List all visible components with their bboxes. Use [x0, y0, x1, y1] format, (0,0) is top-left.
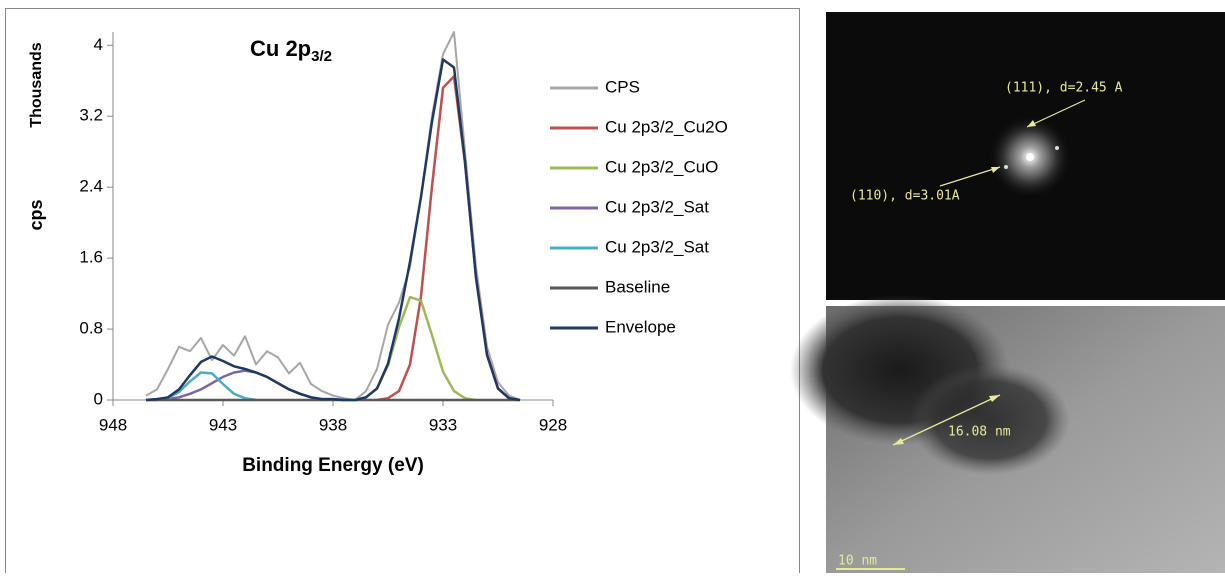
y-tick-label: 0.8	[79, 319, 103, 338]
y-tick-label: 0	[94, 389, 103, 408]
y-tick-label: 3.2	[79, 106, 103, 125]
title-subscript: 3/2	[311, 48, 332, 65]
arrow-head	[991, 167, 1000, 173]
arrow	[939, 166, 1001, 187]
fft-spot	[1004, 165, 1008, 169]
fft-spot	[1055, 146, 1059, 150]
measure-label: 16.08 nm	[948, 425, 1011, 440]
tem-panel: 16.08 nm 10 nm	[790, 295, 1225, 573]
y-tick-label: 1.6	[79, 248, 103, 267]
y-tick-label: 4	[94, 35, 103, 54]
series-line	[145, 31, 521, 401]
x-tick-label: 933	[429, 415, 457, 434]
chart-title: Cu 2p3/2	[250, 36, 332, 65]
x-tick-label: 948	[99, 415, 127, 434]
arrow-head	[1027, 120, 1036, 127]
x-tick-label: 938	[319, 415, 347, 434]
x-tick-label: 943	[209, 415, 237, 434]
y-axis-label: cps	[26, 199, 46, 230]
legend-label: Cu 2p3/2_Sat	[605, 197, 709, 216]
legend-label: Baseline	[605, 277, 670, 296]
legend-label: Cu 2p3/2_CuO	[605, 157, 718, 176]
x-tick-label: 928	[539, 415, 567, 434]
legend-label: Envelope	[605, 317, 676, 336]
measure-line	[892, 394, 1001, 446]
scale-bar-label: 10 nm	[838, 554, 877, 569]
legend-label: CPS	[605, 77, 640, 96]
series-line	[145, 58, 521, 402]
y-tick-label: 2.4	[79, 177, 103, 196]
tem-particle	[910, 365, 1070, 475]
title-main: Cu 2p	[250, 36, 311, 61]
fft-panel: (111), d=2.45 A (110), d=3.01A	[826, 12, 1225, 300]
arrow	[1026, 99, 1086, 128]
chart: Cu 2p3/2 Thousands cps Binding Energy (e…	[5, 8, 800, 578]
x-axis-label: Binding Energy (eV)	[242, 455, 424, 476]
legend-label: Cu 2p3/2_Cu2O	[605, 117, 728, 136]
fft-label: (110), d=3.01A	[850, 189, 960, 204]
y-multiplier: Thousands	[28, 42, 45, 127]
fft-label: (111), d=2.45 A	[1005, 81, 1123, 96]
fft-spot	[1026, 153, 1034, 161]
legend-label: Cu 2p3/2_Sat	[605, 237, 709, 256]
